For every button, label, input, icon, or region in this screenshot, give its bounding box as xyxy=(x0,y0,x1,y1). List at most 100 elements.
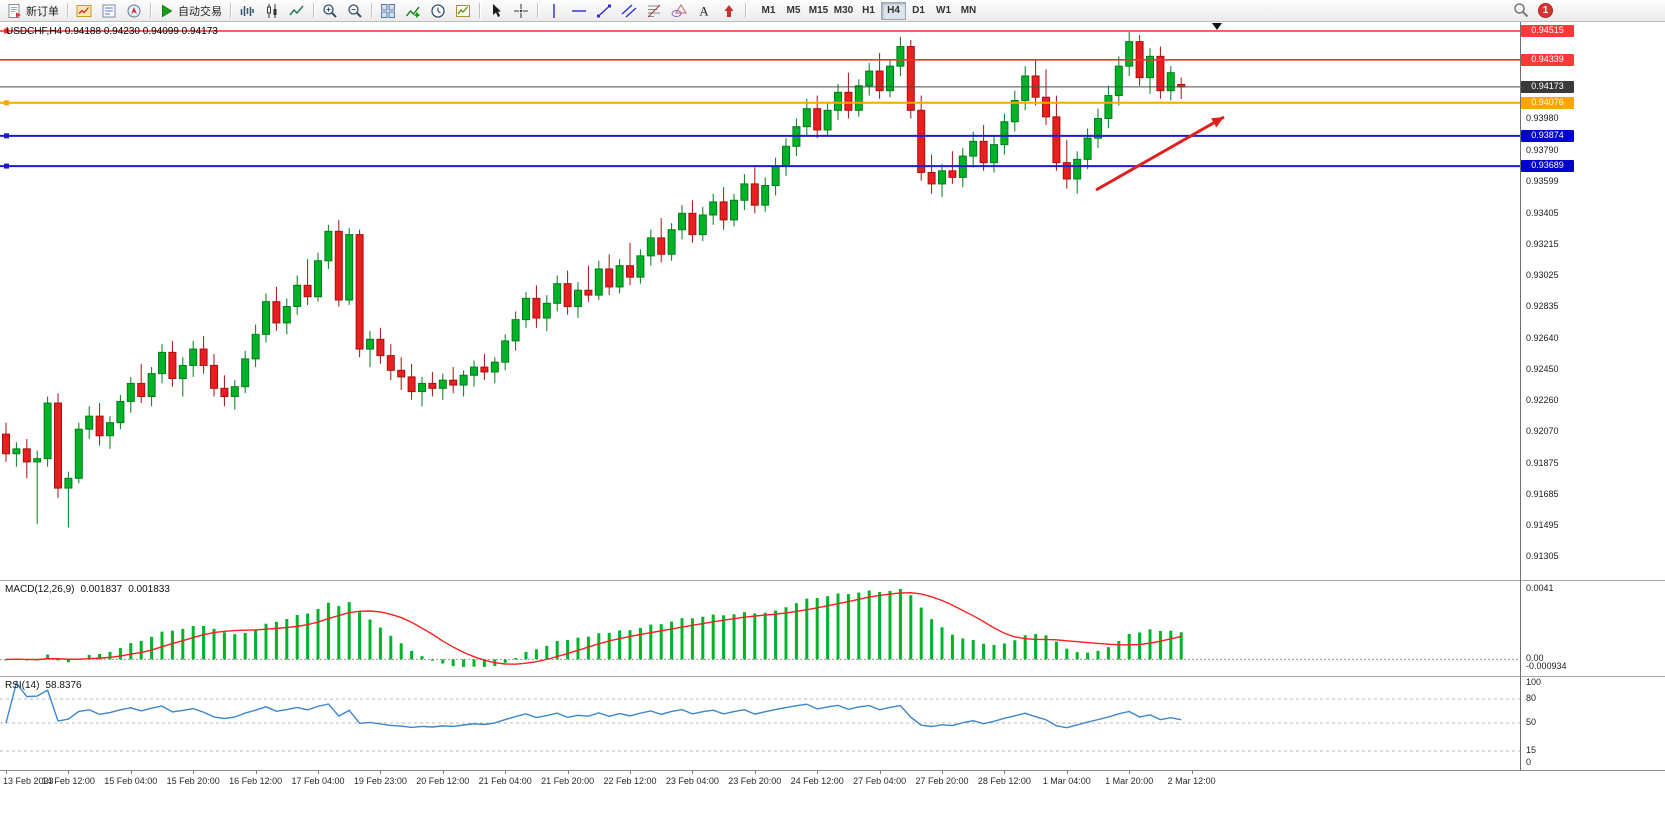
macd-bar xyxy=(826,596,830,660)
candle xyxy=(990,144,998,164)
autotrade-button[interactable]: 自动交易 xyxy=(155,1,226,21)
macd-bar xyxy=(202,625,206,660)
zoom-out-icon xyxy=(347,3,363,19)
time-tick xyxy=(68,771,70,774)
macd-bar xyxy=(4,659,8,661)
level-handle[interactable] xyxy=(4,133,9,139)
data-window-button[interactable] xyxy=(97,1,121,21)
tf-button-m1[interactable]: M1 xyxy=(756,2,781,20)
trend-arrow-head xyxy=(1211,117,1224,128)
candle xyxy=(740,183,749,201)
tf-button-mn[interactable]: MN xyxy=(956,2,981,20)
level-handle[interactable] xyxy=(4,100,9,106)
tile-windows-button[interactable] xyxy=(376,1,400,21)
macd-bar xyxy=(118,647,122,660)
macd-bar xyxy=(638,627,642,660)
level-handle[interactable] xyxy=(4,28,9,34)
channel-button[interactable] xyxy=(617,1,641,21)
candle xyxy=(43,402,52,460)
macd-bar xyxy=(992,644,996,660)
macd-bar xyxy=(181,628,185,660)
time-label: 23 Feb 04:00 xyxy=(665,776,719,786)
macd-bar xyxy=(472,659,476,667)
arrows-button[interactable] xyxy=(717,1,741,21)
macd-bar xyxy=(254,629,258,660)
macd-bar xyxy=(867,590,871,660)
macd-panel[interactable]: MACD(12,26,9) 0.001837 0.001833 xyxy=(0,580,1665,676)
tf-button-h4[interactable]: H4 xyxy=(881,1,906,20)
macd-bar xyxy=(1065,648,1069,660)
macd-bar xyxy=(909,595,913,660)
candlestick-chart-button[interactable] xyxy=(260,1,284,21)
navigator-button[interactable] xyxy=(122,1,146,21)
time-label: 27 Feb 04:00 xyxy=(853,776,907,786)
macd-bar xyxy=(1075,652,1079,660)
macd-bar xyxy=(306,613,310,660)
indicators-button[interactable] xyxy=(401,1,425,21)
zoom-in-button[interactable] xyxy=(318,1,342,21)
time-tick xyxy=(942,771,943,774)
macd-bar xyxy=(1106,647,1110,660)
candle xyxy=(1094,117,1102,139)
new-order-button[interactable]: 新订单 xyxy=(3,1,63,21)
macd-bar xyxy=(607,632,611,660)
macd-bar xyxy=(1138,632,1142,660)
fibonacci-button[interactable] xyxy=(642,1,666,21)
macd-bar xyxy=(368,619,372,660)
macd-bar xyxy=(1044,635,1048,660)
candlestick-chart-icon xyxy=(264,3,280,19)
time-tick xyxy=(754,771,756,774)
trend-arrow[interactable] xyxy=(1095,115,1225,192)
candle xyxy=(542,302,551,319)
market-watch-button[interactable] xyxy=(72,1,96,21)
trendline-button[interactable] xyxy=(592,1,616,21)
tf-button-m15[interactable]: M15 xyxy=(806,2,831,20)
candle xyxy=(293,284,302,308)
line-chart-button[interactable] xyxy=(285,1,309,21)
search-icon[interactable] xyxy=(1513,2,1529,18)
cursor-icon xyxy=(488,3,504,19)
crosshair-button[interactable] xyxy=(509,1,533,21)
candlestick-chart[interactable] xyxy=(0,22,1520,580)
zoom-out-button[interactable] xyxy=(343,1,367,21)
notification-badge[interactable]: 1 xyxy=(1538,2,1553,18)
tf-button-m30[interactable]: M30 xyxy=(831,2,856,20)
time-tick xyxy=(1004,771,1006,774)
cursor-button[interactable] xyxy=(484,1,508,21)
fibonacci-icon xyxy=(646,3,662,19)
tf-button-m5[interactable]: M5 xyxy=(781,2,806,20)
candle xyxy=(865,70,874,87)
candle xyxy=(511,319,520,342)
price-chart-panel[interactable]: USDCHF,H4 0.94188 0.94230 0.94099 0.9417… xyxy=(0,22,1665,580)
tf-button-h1[interactable]: H1 xyxy=(856,2,881,20)
vertical-line-button[interactable] xyxy=(542,1,566,21)
macd-bar xyxy=(56,659,60,661)
macd-bar xyxy=(410,650,414,660)
macd-bar xyxy=(555,641,559,660)
rsi-panel[interactable]: RSI(14) 58.8376 xyxy=(0,676,1665,770)
templates-button[interactable] xyxy=(451,1,475,21)
candle xyxy=(397,369,406,378)
level-handle[interactable] xyxy=(4,163,9,169)
periods-button[interactable] xyxy=(426,1,450,21)
time-label: 13 Feb 2023 xyxy=(3,776,54,786)
bar-chart-button[interactable] xyxy=(235,1,259,21)
tf-button-w1[interactable]: W1 xyxy=(931,2,956,20)
macd-bar xyxy=(670,621,674,660)
macd-bar xyxy=(98,653,102,660)
horizontal-line-button[interactable] xyxy=(567,1,591,21)
candle xyxy=(490,361,499,373)
macd-bar xyxy=(524,651,528,660)
candle xyxy=(646,237,655,257)
tf-button-d1[interactable]: D1 xyxy=(906,2,931,20)
candle xyxy=(95,415,104,437)
time-axis[interactable]: 13 Feb 2023 14 Feb 12:00 15 Feb 04:00 15 Fe… xyxy=(0,770,1665,796)
candle xyxy=(574,289,582,308)
candle xyxy=(147,373,156,398)
shapes-button[interactable] xyxy=(667,1,691,21)
arrows-icon xyxy=(721,3,737,19)
candle xyxy=(522,297,530,321)
candle xyxy=(1042,96,1050,118)
text-button[interactable]: A xyxy=(692,1,716,21)
candle xyxy=(210,364,218,389)
